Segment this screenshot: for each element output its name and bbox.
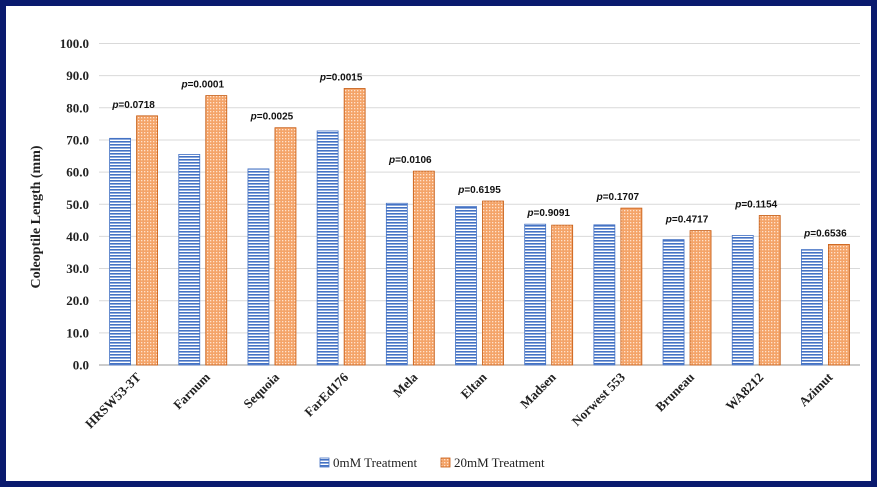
- y-tick-label: 80.0: [66, 100, 89, 115]
- bar-0mm: [247, 168, 270, 366]
- bar-0mm: [662, 239, 685, 366]
- x-tick-label: HRSW53-3T: [82, 369, 144, 431]
- p-value-label: p=0.4717: [665, 215, 709, 226]
- bar-20mm: [689, 230, 712, 366]
- bar-20mm: [343, 88, 366, 366]
- bar-0mm: [801, 249, 823, 366]
- y-tick-label: 10.0: [66, 325, 89, 340]
- legend-swatch-0mm: [319, 457, 330, 468]
- bar-20mm: [551, 224, 574, 366]
- bars: [109, 88, 850, 366]
- p-value-label: p=0.6195: [457, 185, 501, 196]
- p-value-label: p=0.9091: [526, 208, 570, 219]
- p-value-label: p=0.0718: [111, 100, 155, 111]
- bar-0mm: [524, 223, 547, 366]
- bar-0mm: [455, 206, 477, 366]
- p-value-label: p=0.1707: [596, 192, 640, 203]
- bar-20mm: [274, 127, 297, 366]
- y-tick-label: 0.0: [73, 358, 89, 373]
- p-value-label: p=0.1154: [734, 200, 777, 211]
- x-tick-label: WA8212: [723, 370, 767, 414]
- bar-0mm: [109, 137, 131, 366]
- y-tick-label: 40.0: [66, 229, 89, 244]
- bar-20mm: [758, 215, 781, 366]
- legend-swatch-20mm: [440, 457, 451, 468]
- p-value-label: p=0.0106: [388, 155, 432, 166]
- x-tick-label: Norwest 553: [569, 369, 629, 429]
- y-axis-label: Coleoptile Length (mm): [29, 145, 44, 288]
- x-tick-label: Madsen: [517, 369, 559, 411]
- bar-0mm: [731, 235, 754, 366]
- bar-20mm: [205, 95, 228, 366]
- legend-label-20mm: 20mM Treatment: [454, 455, 545, 470]
- y-tick-label: 50.0: [66, 197, 89, 212]
- legend-label-0mm: 0mM Treatment: [333, 455, 418, 470]
- p-value-label: p=0.0025: [250, 112, 294, 123]
- y-tick-label: 100.0: [60, 36, 89, 51]
- p-value-label: p=0.0001: [180, 80, 224, 91]
- bar-20mm: [828, 244, 850, 366]
- x-tick-label: Sequoia: [240, 369, 282, 411]
- y-tick-label: 90.0: [66, 68, 89, 83]
- p-value-label: p=0.6536: [803, 228, 847, 239]
- x-tick-label: Eltan: [458, 369, 491, 402]
- p-value-label: p=0.0015: [319, 73, 363, 84]
- bar-0mm: [385, 202, 408, 366]
- x-tick-label: Farnum: [170, 369, 213, 412]
- x-tick-label: FarEd176: [301, 369, 351, 419]
- legend: 0mM Treatment 20mM Treatment: [319, 455, 545, 470]
- y-tick-label: 70.0: [66, 132, 89, 147]
- bar-20mm: [136, 115, 158, 366]
- bar-0mm: [593, 224, 616, 366]
- x-tick-label: Bruneau: [652, 370, 697, 415]
- x-tick-label: Azimut: [796, 369, 836, 409]
- y-tick-label: 20.0: [66, 293, 89, 308]
- x-tick-label: Mela: [390, 369, 421, 400]
- y-tick-label: 30.0: [66, 261, 89, 276]
- bar-20mm: [620, 207, 643, 366]
- bar-0mm: [316, 130, 339, 366]
- bar-20mm: [412, 170, 435, 366]
- labels: 0.0 10.0 20.0 30.0 40.0 50.0 60.0 70.0 80.0 90.0 1…: [60, 36, 847, 431]
- bar-20mm: [482, 200, 504, 366]
- y-tick-label: 60.0: [66, 165, 89, 180]
- bar-0mm: [178, 154, 201, 366]
